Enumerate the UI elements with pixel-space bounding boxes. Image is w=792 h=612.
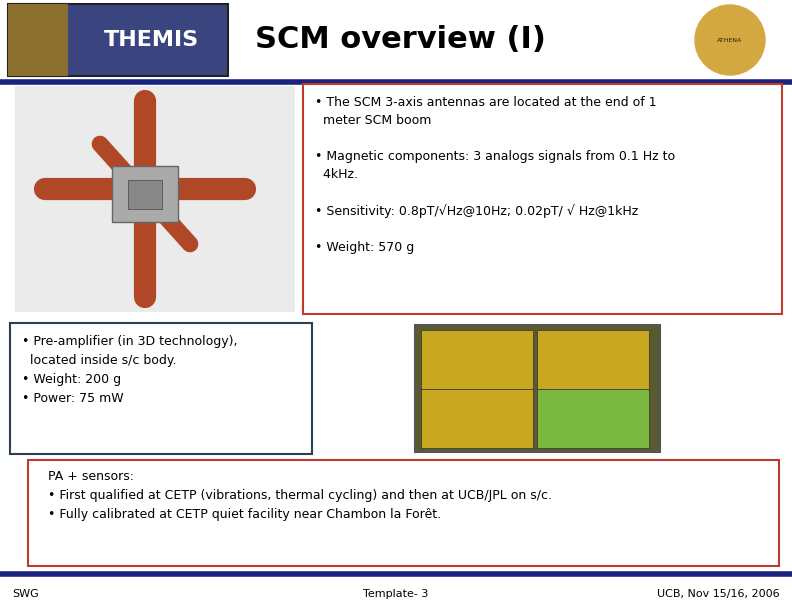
Text: THEMIS: THEMIS [104,30,199,50]
Text: SCM overview (I): SCM overview (I) [254,26,546,54]
FancyBboxPatch shape [537,389,649,448]
Text: Template- 3: Template- 3 [364,589,428,599]
Text: UCB, Nov 15/16, 2006: UCB, Nov 15/16, 2006 [657,589,780,599]
FancyBboxPatch shape [303,84,782,314]
FancyBboxPatch shape [112,166,178,222]
Text: SWG: SWG [12,589,39,599]
Text: • Pre-amplifier (in 3D technology),
  located inside s/c body.
• Weight: 200 g
•: • Pre-amplifier (in 3D technology), loca… [22,335,238,405]
FancyBboxPatch shape [421,389,533,448]
FancyBboxPatch shape [10,323,312,454]
Circle shape [695,5,765,75]
FancyBboxPatch shape [28,460,779,566]
FancyBboxPatch shape [537,330,649,389]
FancyBboxPatch shape [415,325,660,452]
Text: • The SCM 3-axis antennas are located at the end of 1
  meter SCM boom

• Magnet: • The SCM 3-axis antennas are located at… [315,96,675,254]
FancyBboxPatch shape [8,4,228,76]
Text: PA + sensors:
  • First qualified at CETP (vibrations, thermal cycling) and then: PA + sensors: • First qualified at CETP … [40,470,552,521]
Text: ATHENA: ATHENA [718,37,743,42]
FancyBboxPatch shape [128,180,162,209]
FancyBboxPatch shape [421,330,533,389]
FancyBboxPatch shape [15,86,295,312]
FancyBboxPatch shape [8,4,68,76]
